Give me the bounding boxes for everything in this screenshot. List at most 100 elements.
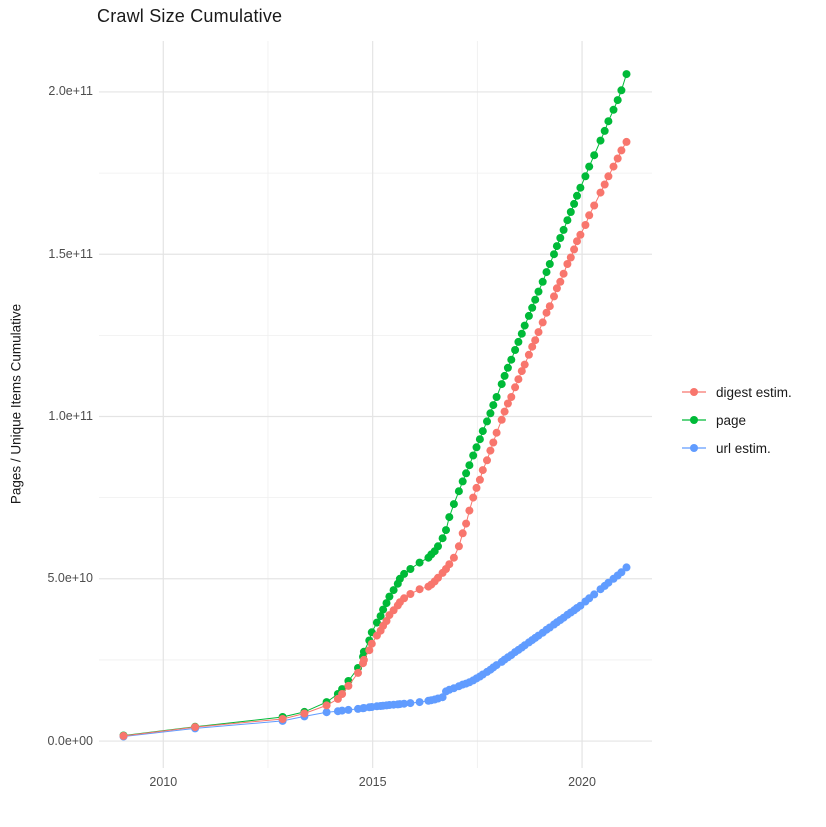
data-point-page	[497, 380, 506, 389]
data-point-digest-estim	[617, 146, 626, 155]
data-point-page	[465, 461, 474, 470]
data-point-digest-estim	[354, 668, 362, 677]
data-point-digest-estim	[542, 308, 551, 317]
data-point-digest-estim	[300, 709, 309, 718]
data-point-digest-estim	[604, 172, 613, 181]
data-point-digest-estim	[511, 383, 520, 392]
data-point-digest-estim	[534, 328, 543, 337]
data-point-page	[590, 151, 599, 160]
data-point-digest-estim	[415, 585, 424, 594]
legend-key-icon	[682, 444, 706, 452]
data-point-digest-estim	[475, 475, 484, 484]
data-point-digest-estim	[367, 639, 376, 648]
data-point-digest-estim	[552, 284, 561, 293]
data-point-digest-estim	[613, 154, 622, 163]
data-point-url-estim	[622, 563, 631, 572]
data-point-page	[622, 70, 631, 79]
legend-item-page: page	[681, 409, 792, 431]
series-url-estim	[119, 563, 631, 741]
data-point-digest-estim	[486, 446, 495, 455]
legend-key-icon	[682, 416, 706, 424]
y-tick-label: 1.5e+11	[48, 246, 93, 261]
data-point-digest-estim	[406, 590, 415, 598]
data-point-digest-estim	[570, 245, 579, 254]
data-point-page	[534, 287, 543, 296]
data-point-page	[517, 329, 526, 338]
data-point-digest-estim	[600, 180, 609, 189]
legend-item-label: digest estim.	[716, 384, 792, 400]
data-point-url-estim	[338, 706, 347, 715]
data-point-page	[376, 612, 385, 621]
data-point-digest-estim	[538, 318, 547, 327]
data-point-digest-estim	[400, 594, 409, 603]
data-point-digest-estim	[524, 350, 533, 359]
data-point-page	[511, 346, 520, 354]
data-point-digest-estim	[528, 342, 537, 351]
data-point-url-estim	[438, 693, 447, 702]
data-point-digest-estim	[478, 466, 487, 475]
data-point-page	[550, 250, 558, 259]
data-point-digest-estim	[462, 519, 471, 528]
data-point-page	[596, 136, 605, 145]
x-tick-label: 2010	[149, 775, 178, 789]
data-point-page	[585, 162, 594, 171]
data-point-page	[528, 303, 537, 312]
data-point-digest-estim	[445, 560, 454, 569]
data-point-digest-estim	[500, 407, 509, 416]
data-point-digest-estim	[489, 438, 498, 447]
data-point-digest-estim	[497, 415, 506, 424]
x-tick-label: 2015	[358, 775, 387, 789]
data-point-digest-estim	[469, 493, 478, 502]
data-point-page	[576, 183, 585, 192]
data-point-url-estim	[406, 699, 415, 708]
data-point-digest-estim	[322, 701, 331, 710]
data-point-digest-estim	[566, 253, 575, 262]
data-point-url-estim	[400, 699, 409, 708]
legend-item-label: page	[716, 412, 747, 428]
data-point-digest-estim	[622, 137, 631, 146]
legend-item-url-estim: url estim.	[681, 437, 792, 459]
data-point-page	[382, 599, 391, 608]
data-point-page	[475, 435, 484, 444]
data-point-digest-estim	[576, 230, 585, 239]
data-point-page	[458, 477, 467, 486]
data-point-digest-estim	[507, 393, 516, 401]
data-point-url-estim	[415, 698, 424, 707]
data-point-page	[609, 105, 618, 114]
data-point-digest-estim	[472, 483, 481, 492]
data-point-digest-estim	[338, 690, 347, 698]
data-point-digest-estim	[581, 221, 590, 229]
gridlines	[99, 41, 652, 768]
data-point-url-estim	[322, 708, 331, 717]
data-point-url-estim	[590, 590, 599, 599]
data-point-page	[613, 96, 622, 105]
y-axis-title: Pages / Unique Items Cumulative	[8, 303, 24, 505]
data-point-page	[372, 618, 381, 627]
data-point-digest-estim	[545, 302, 554, 311]
data-point-url-estim	[617, 568, 626, 577]
data-point-page	[542, 268, 551, 277]
data-point-digest-estim	[278, 715, 287, 723]
data-point-digest-estim	[556, 277, 565, 286]
data-point-digest-estim	[596, 188, 605, 197]
data-point-page	[514, 337, 523, 346]
y-tick-label: 0.0e+00	[47, 733, 93, 748]
data-point-page	[531, 295, 540, 304]
legend: digest estim. page url estim.	[681, 381, 792, 465]
data-point-page	[389, 586, 398, 595]
legend-key-icon	[682, 388, 706, 396]
data-point-digest-estim	[365, 646, 374, 655]
data-point-digest-estim	[531, 336, 540, 345]
data-point-page	[454, 487, 463, 496]
data-point-digest-estim	[483, 456, 491, 465]
data-point-digest-estim	[449, 553, 458, 562]
data-point-page	[406, 565, 415, 573]
data-point-page	[478, 427, 487, 436]
data-point-digest-estim	[191, 723, 200, 732]
data-point-page	[500, 371, 509, 380]
legend-key-dot	[690, 444, 698, 452]
data-point-page	[442, 526, 450, 535]
data-point-digest-estim	[573, 237, 581, 246]
data-point-page	[520, 321, 529, 330]
